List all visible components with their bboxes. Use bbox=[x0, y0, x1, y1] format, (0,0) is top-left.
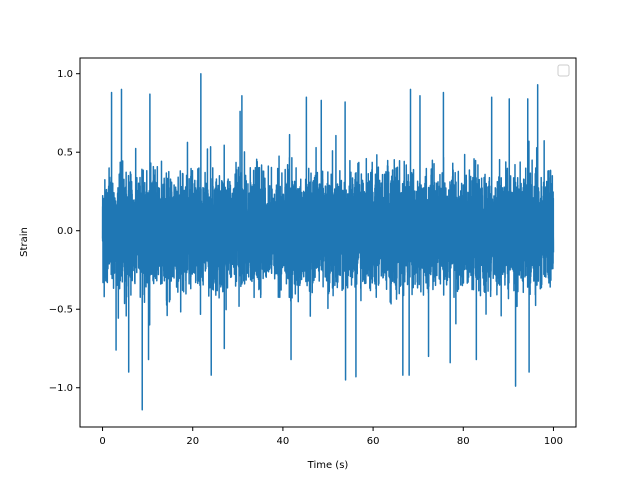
y-tick-label: −1.0 bbox=[49, 383, 73, 394]
x-axis: 0 20 40 60 80 100 bbox=[99, 427, 563, 447]
series-layer bbox=[101, 72, 555, 411]
legend-box bbox=[557, 64, 570, 77]
y-axis-label: Strain bbox=[19, 227, 30, 257]
y-tick-label: 1.0 bbox=[57, 69, 73, 80]
x-tick-label: 20 bbox=[186, 436, 199, 447]
x-tick-label: 0 bbox=[99, 436, 105, 447]
x-tick-label: 40 bbox=[277, 436, 290, 447]
series-line bbox=[101, 72, 555, 411]
x-axis-label: Time (s) bbox=[307, 460, 349, 471]
y-tick-label: −0.5 bbox=[49, 305, 73, 316]
x-tick-label: 100 bbox=[544, 436, 563, 447]
y-tick-label: 0.5 bbox=[57, 148, 73, 159]
y-axis: −1.0 −0.5 0.0 0.5 1.0 bbox=[49, 69, 80, 394]
x-tick-label: 80 bbox=[457, 436, 470, 447]
y-tick-label: 0.0 bbox=[57, 226, 73, 237]
plot-frame bbox=[79, 57, 577, 428]
x-tick-label: 60 bbox=[367, 436, 380, 447]
